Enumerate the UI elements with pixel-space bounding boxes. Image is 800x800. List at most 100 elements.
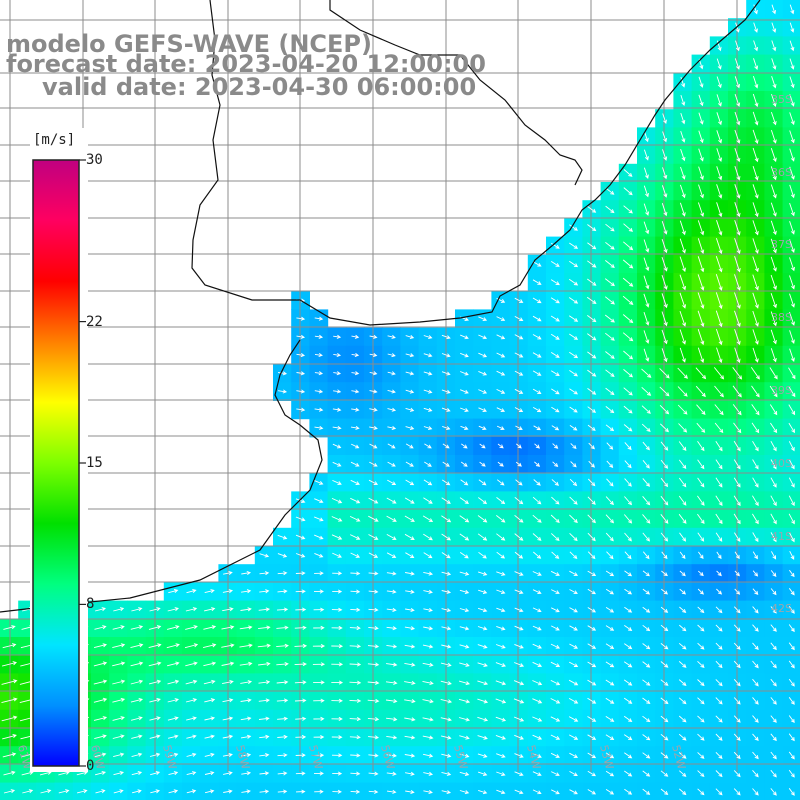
wind-arrow [733,459,741,470]
wind-arrow [404,662,416,667]
wind-arrow [441,790,452,795]
wind-arrow [660,606,669,613]
wind-arrow [204,752,215,757]
wind-arrow [716,148,723,163]
wind-arrow [405,571,415,576]
wind-arrow [643,330,650,344]
wind-arrow [350,571,361,576]
wind-speed-cell [491,782,511,800]
wind-speed-cell [782,291,800,310]
wind-arrow [697,329,705,346]
wind-arrow [405,443,414,449]
wind-arrow [752,532,759,543]
wind-arrow [605,661,615,668]
wind-arrow [770,751,777,760]
wind-arrow [515,425,523,430]
wind-arrow [514,407,524,412]
wind-arrow [587,315,597,323]
wind-arrow [716,40,722,52]
wind-arrow [623,369,634,378]
wind-arrow [423,789,433,795]
wind-arrow [314,407,324,412]
wind-arrow [753,40,759,52]
wind-arrow [752,202,759,218]
wind-arrow [166,625,180,630]
wind-arrow [624,752,633,759]
wind-arrow [131,752,143,758]
wind-arrow [679,606,687,614]
wind-arrow [587,388,597,395]
wind-arrow [350,461,360,467]
wind-arrow [368,735,380,740]
wind-arrow [351,443,360,449]
wind-arrow [496,425,505,430]
wind-arrow [678,495,687,506]
wind-arrow [770,111,777,126]
wind-arrow [642,441,650,451]
wind-arrow [441,552,451,559]
wind-speed-cell [782,637,800,656]
wind-arrow [130,643,144,649]
wind-arrow [241,771,252,776]
wind-arrow [58,789,70,794]
wind-speed-cell [782,0,800,19]
wind-arrow [622,259,634,269]
wind-arrow [239,661,253,666]
wind-arrow [422,680,434,686]
latitude-label: 42S [771,602,792,615]
wind-arrow [752,495,759,507]
wind-arrow [131,789,142,794]
wind-arrow [369,461,378,467]
wind-arrow [369,425,378,430]
wind-arrow [623,241,634,251]
wind-arrow [789,221,795,235]
wind-arrow [349,662,362,667]
wind-speed-cell [782,364,800,383]
wind-arrow [659,423,669,433]
wind-arrow [697,733,705,741]
wind-arrow [678,679,687,687]
wind-arrow [678,441,687,452]
wind-arrow [733,788,741,796]
wind-arrow [368,626,379,631]
wind-arrow [752,733,759,741]
wind-arrow [568,679,579,686]
wind-arrow [643,311,650,326]
wind-arrow [514,753,524,758]
wind-arrow [496,753,506,758]
wind-arrow [788,422,795,434]
wind-arrow [459,753,470,758]
wind-arrow [642,551,650,560]
wind-arrow [643,239,650,253]
wind-arrow [550,752,560,758]
wind-arrow [771,551,777,560]
wind-arrow [240,734,252,739]
wind-arrow [788,606,795,614]
wind-arrow [680,112,686,125]
wind-arrow [148,625,162,630]
wind-arrow [459,626,470,631]
wind-arrow [2,643,17,649]
colorbar-tick-label: 22 [86,313,103,330]
wind-arrow [605,752,615,759]
wind-arrow [478,370,488,376]
wind-speed-cell [782,163,800,183]
wind-arrow [569,625,578,631]
wind-arrow [532,625,542,631]
wind-arrow [770,642,777,651]
wind-arrow [478,551,487,559]
wind-arrow [606,551,614,560]
wind-arrow [716,166,723,181]
wind-arrow [204,771,215,776]
wind-arrow [569,643,579,649]
wind-speed-cell [782,54,800,74]
wind-arrow [642,734,651,741]
wind-speed-cell [782,36,800,56]
wind-speed-cell [782,564,800,583]
wind-arrow [386,515,397,522]
wind-arrow [660,661,669,668]
wind-arrow [278,389,288,394]
wind-arrow [532,514,542,523]
longitude-label: 55W [451,743,470,771]
wind-vectors [1,4,796,796]
